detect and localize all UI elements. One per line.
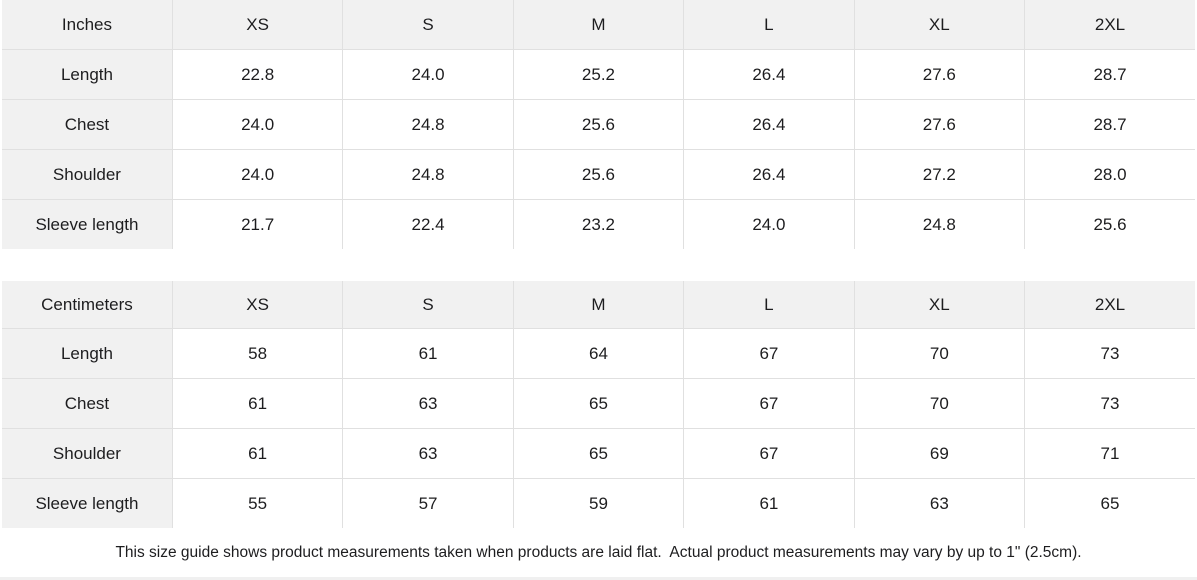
inches-table: Inches XS S M L XL 2XL Length 22.8 24.0 …	[1, 0, 1196, 250]
measurement-disclaimer: This size guide shows product measuremen…	[2, 528, 1195, 577]
size-cell: 24.0	[342, 49, 514, 100]
size-cell: 25.6	[512, 149, 685, 200]
size-cell: 69	[853, 428, 1026, 479]
size-column-header-m: M	[512, 0, 685, 50]
size-cell: 21.7	[171, 199, 344, 250]
size-cell: 55	[171, 478, 344, 529]
size-column-header-2xl: 2XL	[1024, 280, 1196, 329]
centimeters-table: Centimeters XS S M L XL 2XL Length 58 61…	[1, 280, 1196, 529]
size-cell: 25.2	[512, 49, 685, 100]
size-cell: 59	[512, 478, 685, 529]
size-cell: 24.8	[342, 149, 514, 200]
table-spacer	[2, 249, 1195, 281]
size-cell: 27.6	[853, 49, 1026, 100]
size-cell: 26.4	[683, 49, 855, 100]
size-cell: 73	[1024, 328, 1196, 379]
row-label: Sleeve length	[1, 478, 173, 529]
size-cell: 65	[1024, 478, 1196, 529]
size-column-header-xl: XL	[853, 280, 1026, 329]
table-row-shoulder: Shoulder 24.0 24.8 25.6 26.4 27.2 28.0	[1, 149, 1196, 200]
row-label: Shoulder	[1, 428, 173, 479]
size-column-header-l: L	[683, 0, 855, 50]
size-cell: 67	[683, 428, 855, 479]
table-row-sleeve-length: Sleeve length 55 57 59 61 63 65	[1, 478, 1196, 529]
size-cell: 24.8	[853, 199, 1026, 250]
size-cell: 25.6	[512, 99, 685, 150]
size-column-header-l: L	[683, 280, 855, 329]
table-row-length: Length 58 61 64 67 70 73	[1, 328, 1196, 379]
row-label: Shoulder	[1, 149, 173, 200]
size-cell: 61	[342, 328, 514, 379]
size-cell: 58	[171, 328, 344, 379]
size-cell: 67	[683, 328, 855, 379]
size-cell: 24.8	[342, 99, 514, 150]
table-row-shoulder: Shoulder 61 63 65 67 69 71	[1, 428, 1196, 479]
size-cell: 61	[171, 378, 344, 429]
size-cell: 57	[342, 478, 514, 529]
size-cell: 23.2	[512, 199, 685, 250]
size-column-header-xl: XL	[853, 0, 1026, 50]
size-cell: 22.8	[171, 49, 344, 100]
size-column-header-s: S	[342, 0, 514, 50]
size-cell: 63	[342, 378, 514, 429]
size-cell: 27.2	[853, 149, 1026, 200]
table-row-length: Length 22.8 24.0 25.2 26.4 27.6 28.7	[1, 49, 1196, 100]
size-cell: 63	[342, 428, 514, 479]
table-row-sleeve-length: Sleeve length 21.7 22.4 23.2 24.0 24.8 2…	[1, 199, 1196, 250]
size-cell: 73	[1024, 378, 1196, 429]
size-cell: 70	[853, 378, 1026, 429]
size-cell: 70	[853, 328, 1026, 379]
size-cell: 61	[171, 428, 344, 479]
size-column-header-xs: XS	[171, 280, 344, 329]
size-cell: 22.4	[342, 199, 514, 250]
size-cell: 67	[683, 378, 855, 429]
size-cell: 26.4	[683, 149, 855, 200]
row-label: Chest	[1, 99, 173, 150]
row-label: Chest	[1, 378, 173, 429]
size-cell: 24.0	[171, 99, 344, 150]
size-column-header-2xl: 2XL	[1024, 0, 1196, 50]
unit-header-inches: Inches	[1, 0, 173, 50]
size-column-header-m: M	[512, 280, 685, 329]
size-cell: 65	[512, 378, 685, 429]
row-label: Length	[1, 49, 173, 100]
size-cell: 26.4	[683, 99, 855, 150]
table-row-chest: Chest 24.0 24.8 25.6 26.4 27.6 28.7	[1, 99, 1196, 150]
table-row-chest: Chest 61 63 65 67 70 73	[1, 378, 1196, 429]
size-cell: 61	[683, 478, 855, 529]
bottom-divider	[0, 577, 1197, 580]
row-label: Length	[1, 328, 173, 379]
size-cell: 28.7	[1024, 99, 1196, 150]
size-cell: 71	[1024, 428, 1196, 479]
size-cell: 24.0	[171, 149, 344, 200]
size-cell: 64	[512, 328, 685, 379]
size-cell: 65	[512, 428, 685, 479]
centimeters-header-row: Centimeters XS S M L XL 2XL	[1, 280, 1196, 329]
size-cell: 28.7	[1024, 49, 1196, 100]
size-cell: 28.0	[1024, 149, 1196, 200]
size-cell: 63	[853, 478, 1026, 529]
row-label: Sleeve length	[1, 199, 173, 250]
size-cell: 24.0	[683, 199, 855, 250]
inches-header-row: Inches XS S M L XL 2XL	[1, 0, 1196, 50]
size-column-header-xs: XS	[171, 0, 344, 50]
size-column-header-s: S	[342, 280, 514, 329]
size-cell: 27.6	[853, 99, 1026, 150]
size-cell: 25.6	[1024, 199, 1196, 250]
unit-header-centimeters: Centimeters	[1, 280, 173, 329]
